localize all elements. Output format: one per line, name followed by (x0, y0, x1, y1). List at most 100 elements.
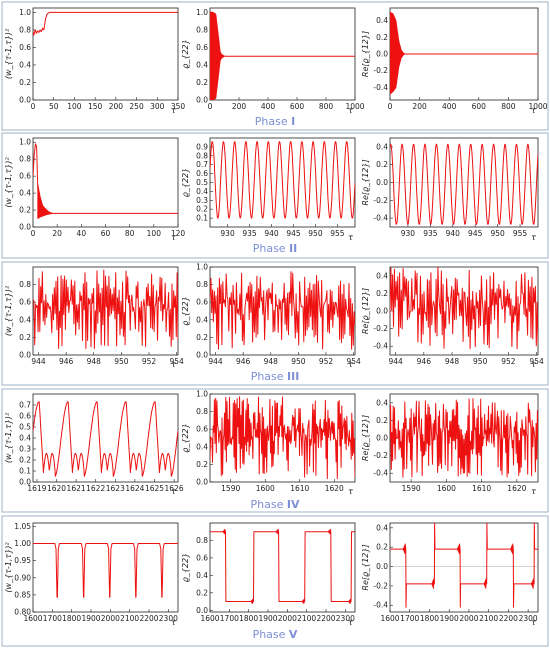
x-tick-label: 1590 (402, 484, 421, 493)
y-tick-label: 0.6 (196, 425, 208, 434)
y-tick-label: 0.0 (196, 478, 208, 487)
y-tick-label: 0.4 (196, 442, 208, 451)
x-tick-label: 1000 (345, 102, 364, 111)
x-tick-label: 952 (319, 357, 334, 366)
series-line (37, 184, 53, 219)
x-tick-label: 1624 (125, 484, 144, 493)
y-tick-label: 0.6 (19, 412, 31, 421)
plot-panel: 930 935 940 945 950 955 -0.4 -0.2 0.0 0.2 0.4 τ Re[ϱ… (361, 137, 539, 242)
series-line (33, 401, 178, 477)
x-tick-label: 1626 (165, 484, 184, 493)
y-tick-label: -0.4 (373, 214, 388, 223)
data-series (33, 543, 178, 598)
y-tick-label: 0.85 (14, 590, 31, 599)
x-axis-label: τ (531, 487, 536, 496)
data-series (390, 398, 538, 478)
x-tick-label: 2300 (519, 614, 538, 623)
y-tick-label: 0.2 (196, 588, 208, 597)
x-tick-label: 1800 (239, 614, 258, 623)
y-tick-label: -0.4 (373, 342, 388, 351)
x-tick-label: 2100 (297, 614, 316, 623)
phase-label-roman: I (291, 115, 295, 128)
y-tick-label: 0.6 (196, 298, 208, 307)
x-tick-label: 945 (286, 229, 301, 238)
y-tick-label: 0.8 (196, 151, 208, 160)
x-tick-label: 952 (501, 357, 516, 366)
x-tick-label: 2200 (499, 614, 518, 623)
y-tick-label: -0.2 (373, 451, 388, 460)
y-tick-label: 0.2 (196, 333, 208, 342)
x-axis-label: τ (531, 360, 536, 369)
y-tick-label: -0.4 (373, 469, 388, 478)
x-tick-label: 1700 (43, 614, 62, 623)
y-tick-label: 0.4 (19, 434, 31, 443)
x-tick-label: 200 (109, 102, 124, 111)
y-tick-label: 0.4 (19, 60, 31, 69)
y-tick-label: 0.0 (19, 223, 31, 232)
phase-label-text: Phase (253, 242, 289, 255)
x-tick-label: 952 (142, 357, 157, 366)
x-tick-label: 100 (67, 102, 82, 111)
x-tick-label: 955 (330, 229, 345, 238)
y-axis-label: Re[ϱ_{12}] (361, 415, 370, 461)
x-tick-label: 0 (388, 102, 393, 111)
plot-panel: 1600 1700 1800 1900 2000 2100 2200 2300 -0.4 -0.2… (361, 522, 539, 627)
phase-row-3: Phase III 944 946 948 950 952 954 0.0 0.2 0.4 0.6 0… (1, 261, 549, 386)
y-tick-label: 0.80 (14, 608, 31, 617)
x-tick-label: 950 (490, 229, 505, 238)
y-axis-label: (w_{τ-1,τ})² (4, 412, 13, 463)
x-tick-label: 1623 (106, 484, 125, 493)
x-axis-label: τ (348, 233, 353, 242)
y-tick-label: -0.2 (373, 581, 388, 590)
series-line (390, 11, 406, 95)
x-axis-label: τ (531, 618, 536, 627)
y-axis-label: (w_{τ-1,τ})² (4, 285, 13, 336)
x-axis-label: τ (171, 487, 176, 496)
phase-label: Phase II (253, 242, 298, 255)
plot-panel: 944 946 948 950 952 954 -0.4 -0.2 0.0 0.2 0.4 τ Re[ϱ… (361, 266, 544, 369)
x-tick-label: 935 (423, 229, 438, 238)
x-tick-label: 2300 (159, 614, 178, 623)
y-tick-label: 0.4 (196, 315, 208, 324)
y-tick-label: 0.3 (19, 445, 31, 454)
plot-frame (209, 522, 356, 613)
y-tick-label: 0.4 (376, 142, 388, 151)
y-axis-label: ϱ_{22} (181, 553, 190, 582)
y-tick-label: 0.2 (376, 160, 388, 169)
x-tick-label: 946 (59, 357, 74, 366)
x-tick-label: 1620 (507, 484, 526, 493)
x-tick-label: 1900 (440, 614, 459, 623)
y-axis-label: (w_{τ-1,τ})² (4, 28, 13, 79)
y-tick-label: 0.8 (19, 155, 31, 164)
series-line (390, 143, 538, 225)
y-tick-label: 0.6 (19, 298, 31, 307)
x-tick-label: 950 (114, 357, 129, 366)
x-tick-label: 1800 (420, 614, 439, 623)
plot-panel: 1600 1700 1800 1900 2000 2100 2200 2300 0.0 0.2 0.… (181, 522, 356, 627)
x-tick-label: 1700 (220, 614, 239, 623)
y-tick-label: 0.7 (19, 401, 31, 410)
x-tick-label: 950 (291, 357, 306, 366)
data-series (33, 269, 178, 350)
phase-label-roman: II (289, 242, 297, 255)
x-axis-label: τ (348, 487, 353, 496)
y-tick-label: 0.0 (196, 606, 208, 615)
x-tick-label: 300 (150, 102, 165, 111)
x-tick-label: 0 (31, 229, 36, 238)
x-tick-label: 944 (31, 357, 46, 366)
x-axis-label: τ (531, 233, 536, 242)
y-tick-label: 0.8 (196, 280, 208, 289)
y-tick-label: 0.0 (376, 307, 388, 316)
phase-label-text: Phase (255, 115, 291, 128)
plot-frame (209, 393, 356, 483)
x-tick-label: 2100 (479, 614, 498, 623)
x-tick-label: 1621 (67, 484, 86, 493)
x-tick-label: 946 (236, 357, 251, 366)
x-tick-label: 80 (125, 229, 135, 238)
x-tick-label: 950 (473, 357, 488, 366)
data-series (210, 141, 355, 219)
x-tick-label: 400 (442, 102, 457, 111)
plot-panel: 0 200 400 600 800 1000 -0.4 -0.2 0.0 0.2 0.4 τ Re[ϱ_… (361, 7, 548, 115)
x-tick-label: 954 (346, 357, 361, 366)
data-series (33, 401, 178, 477)
